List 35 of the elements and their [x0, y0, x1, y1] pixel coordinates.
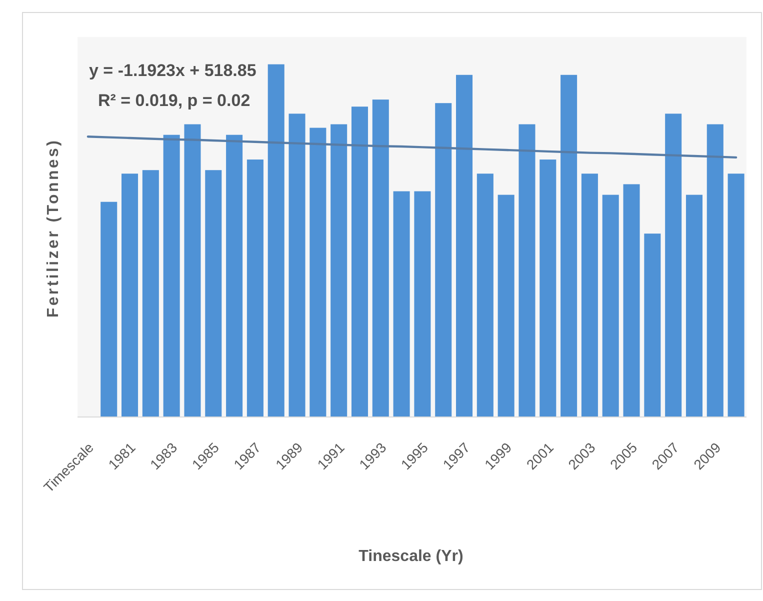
bar [122, 174, 138, 417]
y-axis-title: Fertilizer (Tonnes) [45, 138, 62, 318]
bar [728, 174, 744, 417]
annotation: y = -1.1923x + 518.85 [89, 61, 256, 80]
annotation: R² = 0.019, p = 0.02 [98, 91, 250, 110]
bar [372, 100, 389, 417]
bar [581, 174, 598, 417]
bar [310, 128, 326, 417]
bar [706, 124, 724, 417]
bar [184, 124, 201, 417]
bar [414, 191, 431, 417]
bar [476, 174, 494, 417]
bar [540, 160, 556, 417]
bar [560, 74, 578, 417]
bar [623, 184, 640, 417]
bar [602, 194, 619, 417]
bar [205, 170, 222, 417]
bar [435, 103, 452, 417]
bar [100, 202, 118, 417]
bar [665, 114, 682, 417]
bar [268, 64, 284, 417]
bar [288, 114, 306, 417]
bar [686, 194, 702, 417]
bar [246, 160, 264, 417]
bar [142, 170, 159, 417]
bar [456, 74, 473, 417]
bar [351, 106, 368, 417]
bar [498, 194, 514, 417]
bar [330, 124, 348, 417]
bar [226, 134, 243, 417]
bar [644, 234, 661, 417]
bar [163, 134, 180, 417]
x-axis-title: Tinescale (Yr) [358, 548, 464, 565]
bar [393, 191, 410, 417]
bar [518, 124, 536, 417]
